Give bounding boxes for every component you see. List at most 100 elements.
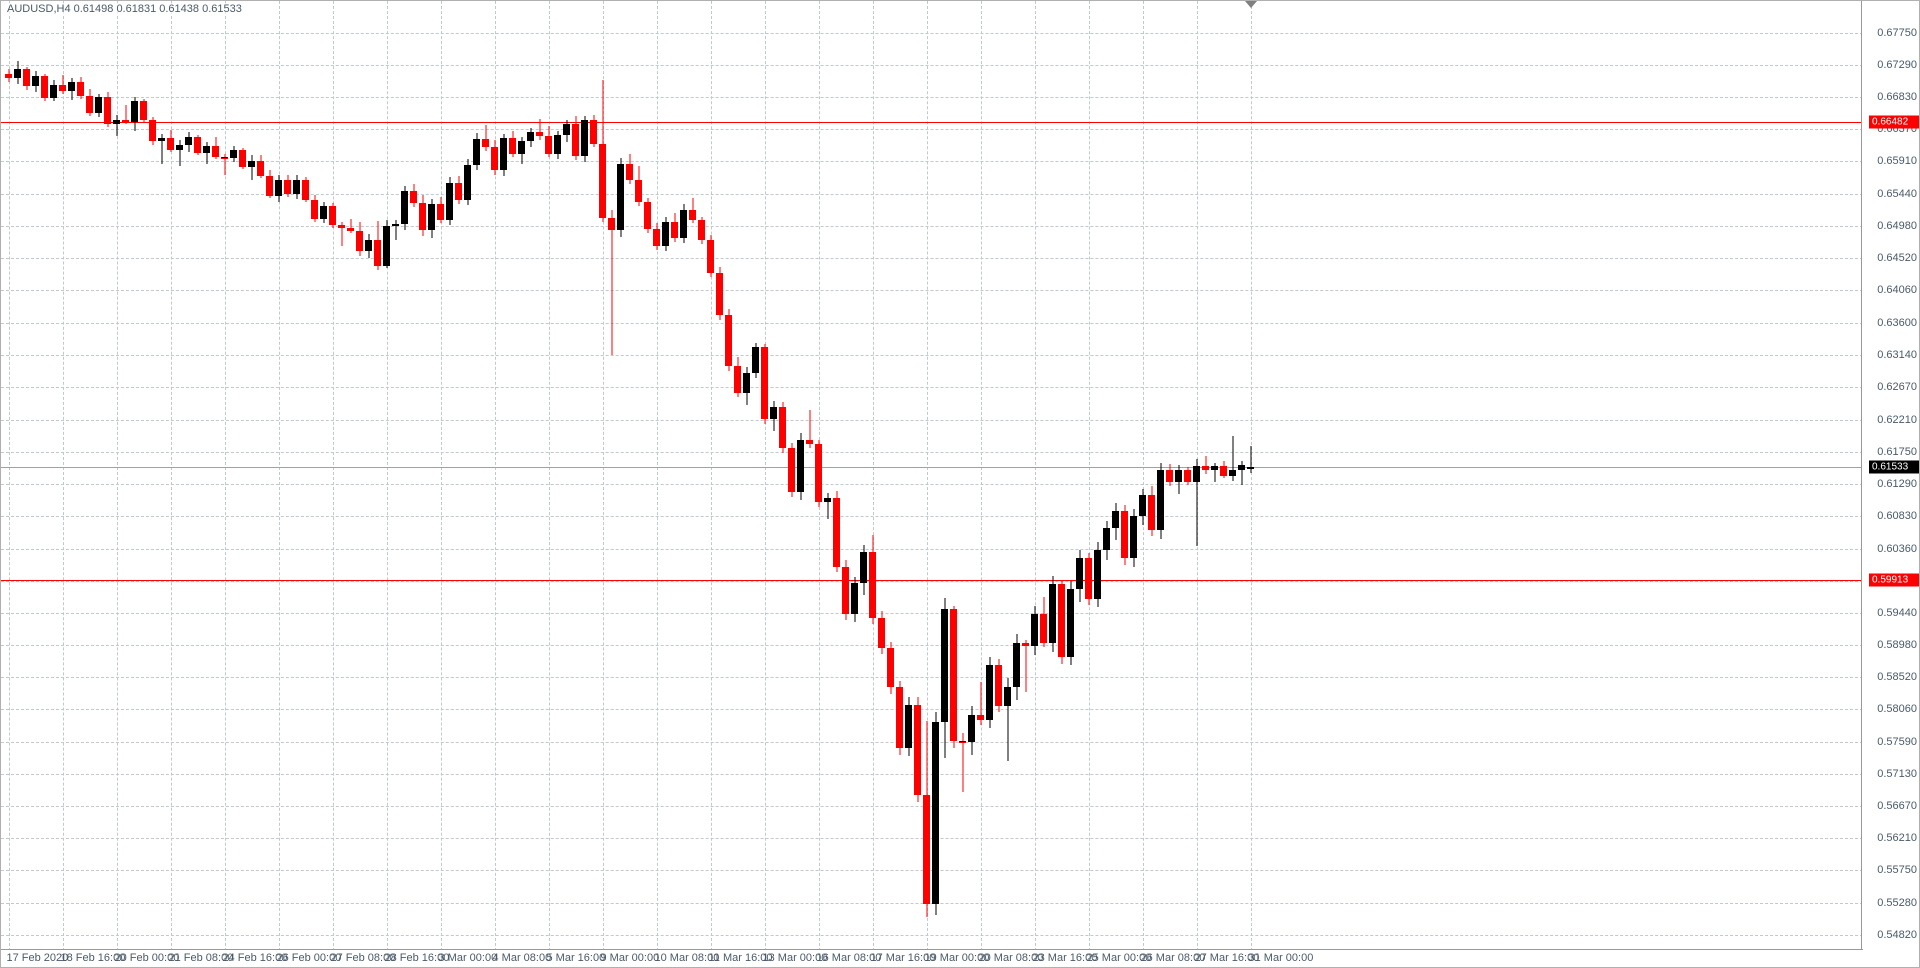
candle (32, 71, 39, 92)
candle-body (338, 225, 345, 228)
candle (401, 186, 408, 231)
candle-body (131, 101, 138, 121)
candle (68, 78, 75, 100)
candle-body (1229, 470, 1236, 476)
grid-h (1, 420, 1863, 421)
candle (1067, 581, 1074, 665)
candle-body (1121, 511, 1128, 558)
grid-h (1, 677, 1863, 678)
candle (626, 154, 633, 184)
candle (617, 158, 624, 238)
candle (698, 217, 705, 245)
candle (248, 155, 255, 179)
candle-body (158, 138, 165, 141)
candle-body (284, 180, 291, 194)
candle-wick (395, 220, 396, 240)
horizontal-level-line (1, 580, 1863, 581)
x-axis: 17 Feb 202018 Feb 16:0020 Feb 00:0021 Fe… (1, 949, 1863, 967)
y-tick-label: 0.59440 (1877, 607, 1917, 619)
candle-body (617, 164, 624, 230)
candle-body (1085, 558, 1092, 598)
candle-body (302, 180, 309, 200)
candle (1103, 521, 1110, 560)
grid-h (1, 549, 1863, 550)
candle-wick (116, 115, 117, 136)
candle (158, 134, 165, 164)
plot-area[interactable] (1, 1, 1863, 951)
grid-h (1, 935, 1863, 936)
candle (338, 222, 345, 246)
candle (5, 69, 12, 82)
candle-body (932, 722, 939, 904)
candle (734, 357, 741, 397)
candle (689, 198, 696, 224)
y-tick-label: 0.62670 (1877, 381, 1917, 393)
candle-body (1103, 528, 1110, 550)
price-tag: 0.61533 (1869, 460, 1919, 473)
y-tick-label: 0.63140 (1877, 349, 1917, 361)
candle (320, 202, 327, 224)
y-tick-label: 0.56670 (1877, 800, 1917, 812)
grid-h (1, 161, 1863, 162)
candle-wick (1025, 640, 1026, 692)
candle (833, 491, 840, 571)
candle-body (365, 240, 372, 252)
candle (59, 75, 66, 94)
candle (50, 80, 57, 101)
chevron-down-icon[interactable] (1245, 1, 1257, 8)
candle-body (176, 145, 183, 150)
candle (995, 659, 1002, 712)
candle-body (608, 218, 615, 230)
grid-h (1, 355, 1863, 356)
candle (1094, 542, 1101, 607)
candle (662, 217, 669, 251)
candle (419, 195, 426, 236)
candle (680, 204, 687, 243)
candle (1013, 634, 1020, 700)
candle (986, 657, 993, 729)
candle (527, 128, 534, 147)
candle-body (311, 200, 318, 219)
candle-body (428, 204, 435, 231)
candle (410, 184, 417, 206)
candle (887, 642, 894, 694)
candle (608, 210, 615, 356)
candle (311, 195, 318, 222)
candle-body (68, 82, 75, 91)
candle-body (1049, 584, 1056, 643)
candle-body (833, 498, 840, 567)
candle (1058, 581, 1065, 664)
grid-h (1, 613, 1863, 614)
candle-body (203, 146, 210, 153)
grid-v (387, 1, 388, 951)
candle (500, 134, 507, 177)
candle-body (707, 240, 714, 273)
grid-h (1, 258, 1863, 259)
candle-body (1247, 467, 1254, 469)
candle-body (104, 97, 111, 124)
candle (104, 92, 111, 126)
candle (167, 130, 174, 152)
candle-body (1157, 470, 1164, 530)
candle-body (1076, 558, 1083, 589)
grid-h (1, 65, 1863, 66)
candle-body (23, 69, 30, 86)
candle-body (806, 440, 813, 444)
candle-body (167, 138, 174, 150)
candle-body (473, 139, 480, 165)
candle (1121, 505, 1128, 565)
grid-h (1, 129, 1863, 130)
grid-v (1089, 1, 1090, 951)
candle-body (752, 347, 759, 373)
candle-body (941, 609, 948, 723)
candle (374, 221, 381, 271)
candle-body (887, 648, 894, 688)
candle (1040, 597, 1047, 647)
candle (968, 706, 975, 755)
candle-body (500, 138, 507, 170)
candle-body (86, 96, 93, 113)
candle-body (563, 124, 570, 134)
y-tick-label: 0.61290 (1877, 478, 1917, 490)
candle-body (1058, 584, 1065, 657)
grid-h (1, 516, 1863, 517)
